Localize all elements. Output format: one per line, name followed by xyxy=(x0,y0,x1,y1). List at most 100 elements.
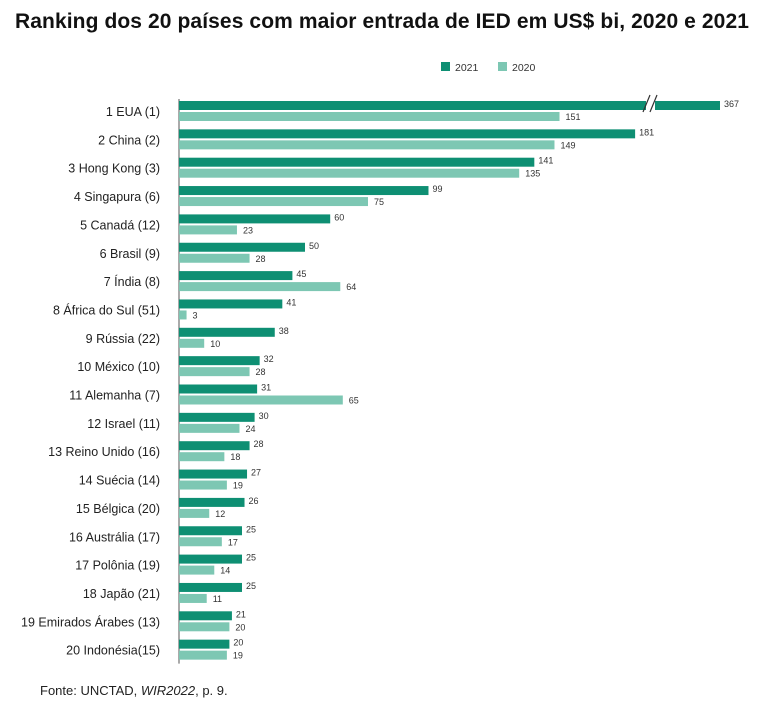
value-label-2020-row-13: 18 xyxy=(230,452,240,462)
bar-2021-row-8 xyxy=(179,299,283,309)
category-label-13: 13 Reino Unido (16) xyxy=(48,445,160,459)
bar-2020-row-13 xyxy=(179,452,225,462)
axis-break-slash-left xyxy=(642,94,651,113)
value-label-2020-row-17: 14 xyxy=(220,566,230,576)
value-label-2020-row-20: 19 xyxy=(233,651,243,661)
bar-2020-row-1 xyxy=(179,112,560,121)
category-label-12: 12 Israel (11) xyxy=(87,417,160,431)
bar-2020-row-3 xyxy=(179,168,520,178)
bar-2020-row-7 xyxy=(179,282,341,292)
category-label-2: 2 China (2) xyxy=(98,133,160,147)
bar-2020-row-18 xyxy=(179,593,207,603)
value-label-2020-row-7: 64 xyxy=(346,282,356,292)
category-label-6: 6 Brasil (9) xyxy=(100,247,160,261)
category-label-15: 15 Bélgica (20) xyxy=(76,502,160,516)
bar-2020-row-11 xyxy=(179,395,343,405)
value-label-2021-row-11: 31 xyxy=(261,383,271,393)
category-label-8: 8 África do Sul (51) xyxy=(53,302,160,317)
bar-2021-row-15 xyxy=(179,497,245,507)
bar-2021-row-6 xyxy=(179,242,305,252)
value-label-2021-row-20: 20 xyxy=(233,638,243,648)
value-label-2021-row-14: 27 xyxy=(251,468,261,478)
value-label-2021-row-6: 50 xyxy=(309,241,319,251)
value-label-2020-row-15: 12 xyxy=(215,509,225,519)
axis-break-slash-right xyxy=(649,94,658,113)
category-label-20: 20 Indonésia(15) xyxy=(66,644,160,658)
source-italic: WIR2022 xyxy=(140,683,196,698)
bar-2020-row-12 xyxy=(179,423,240,433)
value-label-2021-row-19: 21 xyxy=(236,609,246,619)
value-label-2021-row-17: 25 xyxy=(246,553,256,563)
category-label-9: 9 Rússia (22) xyxy=(86,332,160,346)
bar-2021-row-4 xyxy=(179,186,429,196)
bar-2020-row-2 xyxy=(179,140,555,150)
bar-2020-row-17 xyxy=(179,565,215,575)
bar-2021-row-14 xyxy=(179,469,248,479)
value-label-2021-row-12: 30 xyxy=(259,411,269,421)
value-label-2020-row-2: 149 xyxy=(560,140,575,150)
category-label-18: 18 Japão (21) xyxy=(83,587,160,601)
legend-swatch-2021 xyxy=(441,62,450,71)
category-label-1: 1 EUA (1) xyxy=(106,105,160,119)
value-label-2020-row-1: 151 xyxy=(566,112,581,122)
value-label-2020-row-9: 10 xyxy=(210,339,220,349)
category-label-5: 5 Canadá (12) xyxy=(80,218,160,232)
bar-2020-row-4 xyxy=(179,197,368,207)
category-label-4: 4 Singapura (6) xyxy=(74,190,160,204)
value-label-2020-row-5: 23 xyxy=(243,225,253,235)
bar-2020-row-6 xyxy=(179,253,250,263)
value-label-2021-row-7: 45 xyxy=(296,269,306,279)
category-label-10: 10 México (10) xyxy=(77,360,160,374)
bar-2020-row-20 xyxy=(179,650,227,660)
bar-2021-row-18 xyxy=(179,582,242,592)
bar-2021-row-5 xyxy=(179,214,331,224)
bar-2021-row-9 xyxy=(179,327,275,337)
value-label-2020-row-3: 135 xyxy=(525,169,540,179)
value-label-2020-row-12: 24 xyxy=(245,424,255,434)
value-label-2020-row-10: 28 xyxy=(256,367,266,377)
bar-2021-row-12 xyxy=(179,412,255,422)
legend-label-2020: 2020 xyxy=(512,62,536,74)
bar-2020-row-5 xyxy=(179,225,237,235)
bar-2020-row-15 xyxy=(179,508,210,518)
bar-2021-row-17 xyxy=(179,554,242,564)
value-label-2020-row-14: 19 xyxy=(233,481,243,491)
bar-2020-row-10 xyxy=(179,367,250,377)
category-label-19: 19 Emirados Árabes (13) xyxy=(21,614,160,629)
bar-2020-row-9 xyxy=(179,338,205,348)
value-label-2021-row-4: 99 xyxy=(432,184,442,194)
bar-2021-row-2 xyxy=(179,129,636,139)
legend-label-2021: 2021 xyxy=(455,62,479,74)
category-label-7: 7 Índia (8) xyxy=(104,274,160,289)
source-note: Fonte: UNCTAD, WIR2022, p. 9. xyxy=(40,683,228,698)
bar-2021-row-7 xyxy=(179,271,293,281)
axis-break-gap xyxy=(646,97,655,112)
value-label-2021-row-8: 41 xyxy=(286,297,296,307)
bar-2021-row-1 xyxy=(179,101,720,110)
bar-2021-row-3 xyxy=(179,157,535,167)
value-label-2020-row-4: 75 xyxy=(374,197,384,207)
value-label-2020-row-19: 20 xyxy=(235,622,245,632)
bar-2020-row-16 xyxy=(179,537,222,547)
source-prefix: Fonte: UNCTAD, xyxy=(40,683,141,698)
bar-2021-row-11 xyxy=(179,384,258,394)
value-label-2020-row-18: 11 xyxy=(213,594,222,604)
bar-2020-row-19 xyxy=(179,622,230,632)
value-label-2021-row-2: 181 xyxy=(639,127,654,137)
value-label-2020-row-16: 17 xyxy=(228,537,238,547)
value-label-2021-row-1: 367 xyxy=(724,99,739,109)
value-label-2021-row-18: 25 xyxy=(246,581,256,591)
chart-title: Ranking dos 20 países com maior entrada … xyxy=(14,10,750,33)
value-label-2020-row-11: 65 xyxy=(349,396,359,406)
source-suffix: , p. 9. xyxy=(195,683,228,698)
value-label-2020-row-6: 28 xyxy=(256,254,266,264)
value-label-2021-row-16: 25 xyxy=(246,524,256,534)
category-label-11: 11 Alemanha (7) xyxy=(69,389,160,403)
bar-2020-row-14 xyxy=(179,480,227,490)
bar-2021-row-13 xyxy=(179,441,250,451)
category-label-16: 16 Austrália (17) xyxy=(69,530,160,544)
value-label-2021-row-13: 28 xyxy=(254,439,264,449)
value-label-2021-row-9: 38 xyxy=(279,326,289,336)
category-label-17: 17 Polônia (19) xyxy=(75,559,160,573)
